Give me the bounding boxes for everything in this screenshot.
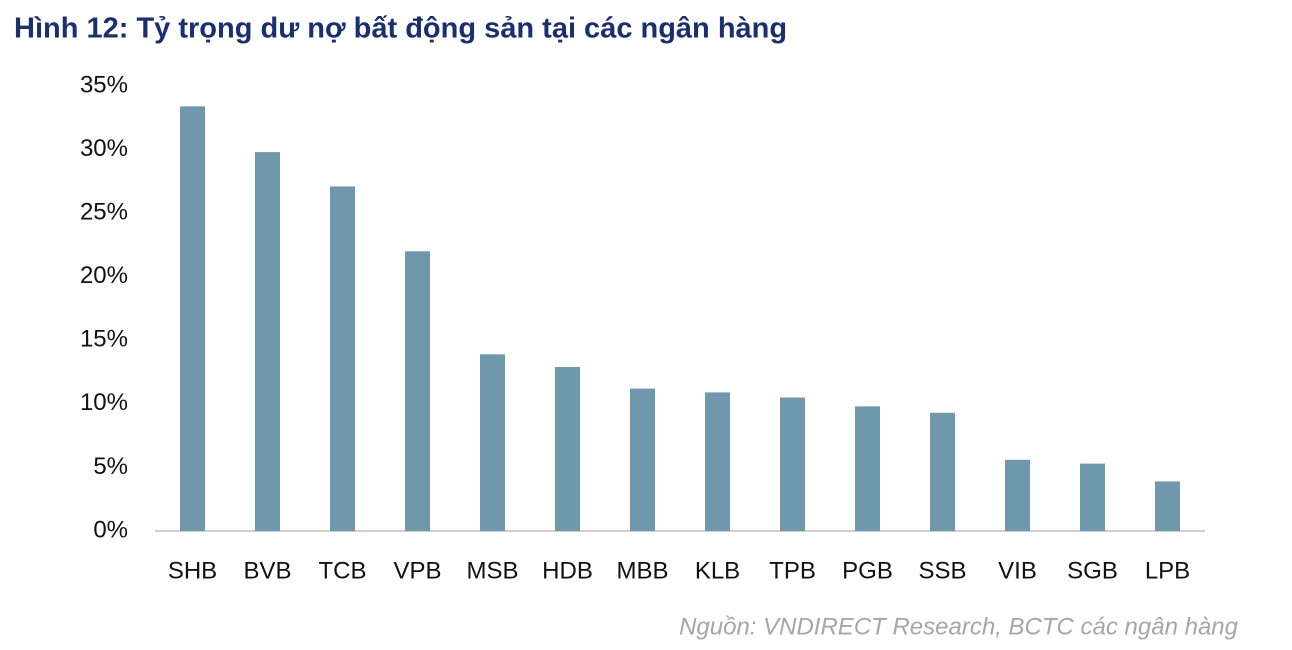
- x-tick-label: SGB: [1067, 557, 1118, 584]
- y-tick-label: 30%: [80, 135, 128, 162]
- y-tick-label: 0%: [93, 516, 128, 543]
- x-tick-label: SSB: [918, 557, 966, 584]
- x-tick-label: KLB: [695, 557, 740, 584]
- x-tick-label: SHB: [168, 557, 217, 584]
- bar: [855, 406, 880, 531]
- bar: [930, 412, 955, 531]
- chart-title: Hình 12: Tỷ trọng dư nợ bất động sản tại…: [14, 13, 787, 45]
- bar: [480, 354, 505, 531]
- x-tick-label: TCB: [319, 557, 367, 584]
- bar: [555, 366, 580, 531]
- x-tick-label: HDB: [542, 557, 593, 584]
- x-tick-label: VIB: [998, 557, 1037, 584]
- bar: [630, 388, 655, 531]
- y-tick-label: 35%: [80, 71, 128, 98]
- bar: [1080, 463, 1105, 531]
- y-tick-label: 5%: [93, 453, 128, 480]
- bar: [180, 106, 205, 531]
- bar: [405, 251, 430, 532]
- x-tick-label: MBB: [616, 557, 668, 584]
- x-tick-label: MSB: [466, 557, 518, 584]
- x-tick-label: LPB: [1145, 557, 1190, 584]
- x-tick-label: PGB: [842, 557, 893, 584]
- bar: [705, 392, 730, 531]
- bar: [1155, 481, 1180, 531]
- x-tick-label: TPB: [769, 557, 816, 584]
- x-tick-label: BVB: [243, 557, 291, 584]
- bar: [330, 186, 355, 531]
- y-tick-label: 20%: [80, 262, 128, 289]
- y-tick-label: 15%: [80, 326, 128, 353]
- bar: [1005, 459, 1030, 531]
- bar: [255, 152, 280, 531]
- source-note: Nguồn: VNDIRECT Research, BCTC các ngân …: [679, 613, 1239, 640]
- y-tick-label: 10%: [80, 389, 128, 416]
- x-tick-label: VPB: [393, 557, 441, 584]
- bar: [780, 397, 805, 531]
- y-tick-label: 25%: [80, 198, 128, 225]
